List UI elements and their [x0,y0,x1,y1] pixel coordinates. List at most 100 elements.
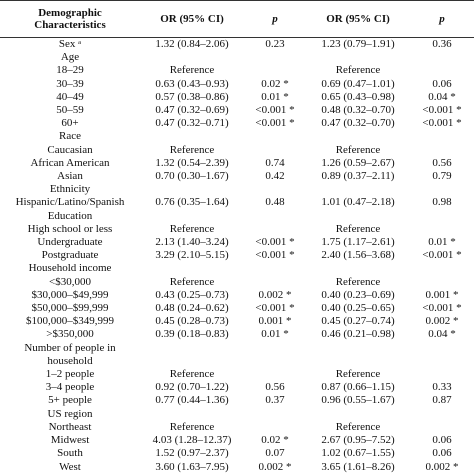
row-label: $30,000–$49,999 [31,288,109,301]
cell: 0.46 (0.21–0.98) [321,328,395,341]
column-header: Demographic Characteristics [0,0,140,38]
cell [306,408,410,421]
cell: 0.96 (0.55–1.67) [321,394,395,407]
cell [244,421,306,434]
cell: 0.87 [432,394,452,407]
cell [140,408,244,421]
cell [410,368,474,381]
table-row: 40–49 0.57 (0.38–0.86) 0.01 * 0.65 (0.43–0.… [0,91,474,104]
cell: 1.75 (1.17–2.61) [321,236,395,249]
cell: <0.001 * [255,117,295,130]
cell: 4.03 (1.28–12.37) [152,434,232,447]
row-label: African American [30,156,110,169]
row-label: 50–59 [56,104,84,117]
cell [244,51,306,64]
table-row: <$30,000 Reference Reference [0,276,474,289]
cell [140,342,244,368]
row-label: Ethnicity [49,183,91,196]
header-row: Demographic Characteristics OR (95% CI) p O… [0,0,474,38]
cell: 0.40 (0.25–0.65) [321,302,395,315]
cell: 0.01 * [428,236,456,249]
cell [244,130,306,143]
cell [410,276,474,289]
cell [244,223,306,236]
column-header: OR (95% CI) [306,0,410,38]
cell: <0.001 * [422,249,462,262]
table-row: 18–29 Reference Reference [0,64,474,77]
cell: 0.002 * [425,460,459,473]
cell: 0.002 * [258,460,292,473]
cell: 0.37 [265,394,285,407]
table-row: Undergraduate 2.13 (1.40–3.24) <0.001 * 1.7… [0,236,474,249]
table-row: >$350,000 0.39 (0.18–0.83) 0.01 * 0.46 (0.2… [0,328,474,341]
row-label: Asian [57,170,83,183]
cell: Reference [169,64,215,77]
cell: Reference [335,64,381,77]
cell: 3.65 (1.61–8.26) [321,460,395,473]
row-label: Race [59,130,81,143]
table-row: Household income [0,262,474,275]
cell: 1.26 (0.59–2.67) [321,156,395,169]
cell [306,183,410,196]
table-row: Postgraduate 3.29 (2.10–5.15) <0.001 * 2.40… [0,249,474,262]
table-row: Asian 0.70 (0.30–1.67) 0.42 0.89 (0.37–2.11… [0,170,474,183]
cell: 0.48 [265,196,285,209]
row-label: High school or less [27,222,113,235]
cell: 0.33 [432,381,452,394]
cell: Reference [335,275,381,288]
cell: 0.43 (0.25–0.73) [155,288,229,301]
cell [244,342,306,368]
cell: 0.79 [432,170,452,183]
table-row: High school or less Reference Reference [0,223,474,236]
row-label: >$350,000 [46,328,94,341]
cell [306,342,410,368]
row-label: 3–4 people [45,381,95,394]
cell: 0.06 [432,434,452,447]
cell [410,144,474,157]
row-label: $50,000–$99,999 [31,302,109,315]
cell: 0.56 [265,381,285,394]
cell: 0.70 (0.30–1.67) [155,170,229,183]
cell [140,183,244,196]
cell: Reference [335,222,381,235]
cell: 2.67 (0.95–7.52) [321,434,395,447]
cell: 0.89 (0.37–2.11) [321,170,395,183]
cell [410,223,474,236]
cell: 0.98 [432,196,452,209]
row-label: 60+ [61,117,79,130]
cell: 0.02 * [261,77,289,90]
cell: 1.32 (0.84–2.06) [155,38,229,50]
table-row: 3–4 people 0.92 (0.70–1.22) 0.56 0.87 (0.66… [0,381,474,394]
row-label: Number of people in household [24,341,116,367]
cell: 0.92 (0.70–1.22) [155,381,229,394]
cell [410,408,474,421]
row-label: Midwest [50,434,90,447]
row-label: 18–29 [56,64,84,77]
cell [244,144,306,157]
cell [306,262,410,275]
cell [410,183,474,196]
row-label: 30–39 [56,77,84,90]
column-header: p [410,0,474,38]
cell [244,183,306,196]
cell [410,64,474,77]
row-label: Hispanic/Latino/Spanish [15,196,125,209]
table-row: Northeast Reference Reference [0,421,474,434]
cell [244,408,306,421]
cell [410,342,474,368]
cell: 0.23 [265,38,285,50]
cell: Reference [169,368,215,381]
table-row: Education [0,210,474,223]
cell [306,210,410,223]
cell: 0.04 * [428,328,456,341]
row-label: Sex ᵃ [58,38,82,50]
cell: <0.001 * [255,249,295,262]
table-row: US region [0,408,474,421]
cell [410,262,474,275]
table-row: Hispanic/Latino/Spanish 0.76 (0.35–1.64) 0… [0,196,474,209]
cell: 0.40 (0.23–0.69) [321,288,395,301]
row-label: Age [60,51,80,64]
cell: 0.47 (0.32–0.70) [321,117,395,130]
row-label: 5+ people [48,394,92,407]
